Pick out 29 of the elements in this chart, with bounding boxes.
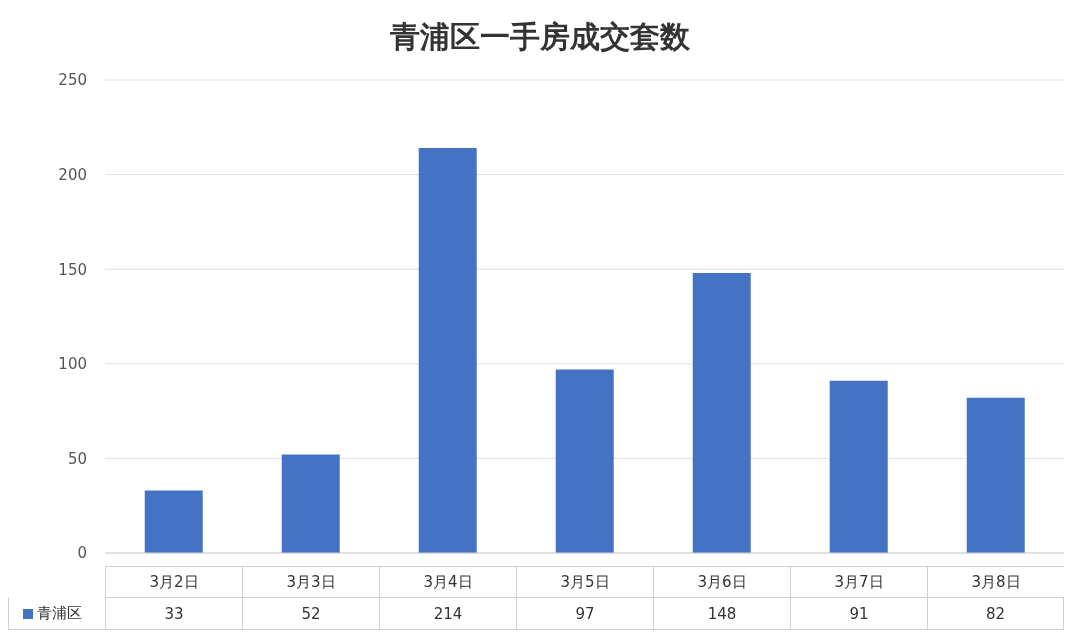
y-tick-label: 0 (77, 544, 87, 563)
bar (966, 397, 1025, 553)
bar (281, 454, 340, 553)
data-label: 148 (653, 598, 790, 630)
y-tick-label: 50 (67, 449, 87, 468)
bar (829, 380, 888, 553)
y-tick-label: 200 (58, 165, 87, 184)
data-label: 214 (379, 598, 516, 630)
data-label: 82 (927, 598, 1064, 630)
x-tick-label: 3月2日 (105, 566, 242, 598)
y-tick-label: 100 (58, 355, 87, 374)
y-tick-label: 150 (58, 260, 87, 279)
x-tick-label: 3月3日 (242, 566, 379, 598)
x-tick-label: 3月7日 (790, 566, 927, 598)
x-tick-label: 3月8日 (927, 566, 1064, 598)
chart-title: 青浦区一手房成交套数 (389, 17, 691, 56)
data-label: 91 (790, 598, 927, 630)
data-label: 52 (242, 598, 379, 630)
x-tick-label: 3月4日 (379, 566, 516, 598)
bar (418, 148, 477, 553)
bar (144, 490, 203, 553)
data-label: 97 (516, 598, 653, 630)
y-tick-label: 250 (58, 71, 87, 90)
bar (692, 272, 751, 553)
x-tick-label: 3月5日 (516, 566, 653, 598)
legend-label: 青浦区 (8, 598, 105, 630)
data-label: 33 (105, 598, 242, 630)
x-tick-label: 3月6日 (653, 566, 790, 598)
bar (555, 369, 614, 553)
